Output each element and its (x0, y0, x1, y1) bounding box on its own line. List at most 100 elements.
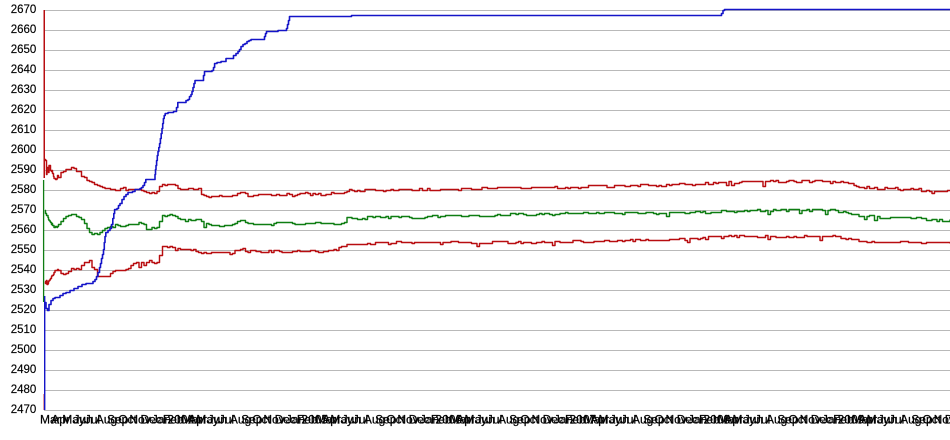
svg-text:Feb: Feb (699, 413, 720, 427)
svg-text:2008: 2008 (704, 413, 731, 427)
svg-text:2520: 2520 (11, 304, 37, 316)
svg-text:Jul: Jul (889, 413, 904, 427)
svg-text:2560: 2560 (11, 224, 37, 236)
svg-text:Jan: Jan (420, 413, 439, 427)
svg-text:Aug: Aug (230, 413, 251, 427)
svg-text:Mar: Mar (40, 413, 61, 427)
svg-text:Feb: Feb (163, 413, 184, 427)
svg-text:Mar: Mar (584, 413, 605, 427)
svg-text:Feb: Feb (833, 413, 854, 427)
svg-text:Jan: Jan (554, 413, 573, 427)
svg-text:Jul: Jul (353, 413, 368, 427)
svg-text:Sep: Sep (777, 413, 799, 427)
svg-text:2640: 2640 (11, 64, 37, 76)
svg-text:Sep: Sep (509, 413, 531, 427)
svg-text:Aug: Aug (632, 413, 653, 427)
svg-text:2570: 2570 (11, 204, 37, 216)
svg-text:Aug: Aug (900, 413, 921, 427)
svg-text:2004: 2004 (167, 413, 194, 427)
svg-text:Oct: Oct (252, 413, 271, 427)
svg-text:Feb: Feb (297, 413, 318, 427)
svg-text:Jun: Jun (878, 413, 897, 427)
svg-text:May: May (330, 413, 353, 427)
svg-text:Oct: Oct (922, 413, 941, 427)
svg-text:Jun: Jun (476, 413, 495, 427)
svg-text:Jul: Jul (755, 413, 770, 427)
svg-text:Dec: Dec (543, 413, 564, 427)
svg-text:Dec: Dec (409, 413, 430, 427)
svg-text:Mar: Mar (316, 413, 337, 427)
svg-text:Nov: Nov (666, 413, 687, 427)
svg-text:2500: 2500 (11, 344, 37, 356)
svg-text:2580: 2580 (11, 184, 37, 196)
svg-text:Nov: Nov (397, 413, 418, 427)
svg-text:May: May (867, 413, 890, 427)
svg-text:Mar: Mar (182, 413, 203, 427)
svg-text:2630: 2630 (11, 84, 37, 96)
svg-text:Apr: Apr (322, 413, 341, 427)
svg-text:Sep: Sep (643, 413, 665, 427)
svg-text:Dec: Dec (811, 413, 832, 427)
svg-text:2480: 2480 (11, 384, 37, 396)
svg-text:2009: 2009 (838, 413, 865, 427)
svg-text:Sep: Sep (107, 413, 129, 427)
svg-text:Jul: Jul (621, 413, 636, 427)
svg-text:Mar: Mar (718, 413, 739, 427)
svg-text:Jul: Jul (487, 413, 502, 427)
svg-text:May: May (733, 413, 756, 427)
svg-text:2670: 2670 (11, 4, 37, 16)
svg-text:Aug: Aug (498, 413, 519, 427)
svg-text:Jan: Jan (688, 413, 707, 427)
svg-text:Apr: Apr (858, 413, 877, 427)
svg-text:2590: 2590 (11, 164, 37, 176)
svg-text:Nov: Nov (934, 413, 950, 427)
svg-text:Dec: Dec (141, 413, 162, 427)
svg-text:2600: 2600 (11, 144, 37, 156)
svg-text:Oct: Oct (654, 413, 673, 427)
svg-text:Jan: Jan (822, 413, 841, 427)
svg-text:Mar: Mar (450, 413, 471, 427)
svg-text:Sep: Sep (911, 413, 933, 427)
svg-text:Feb: Feb (431, 413, 452, 427)
svg-text:2470: 2470 (11, 404, 37, 416)
svg-text:May: May (196, 413, 219, 427)
svg-text:Dec: Dec (677, 413, 698, 427)
svg-text:Feb: Feb (565, 413, 586, 427)
svg-text:2510: 2510 (11, 324, 37, 336)
svg-text:Apr: Apr (590, 413, 609, 427)
svg-text:2660: 2660 (11, 24, 37, 36)
svg-text:Apr: Apr (456, 413, 475, 427)
svg-text:May: May (465, 413, 488, 427)
svg-text:Dec: Dec (945, 413, 950, 427)
svg-text:2550: 2550 (11, 244, 37, 256)
svg-text:Sep: Sep (241, 413, 263, 427)
svg-text:Jun: Jun (610, 413, 629, 427)
svg-text:2530: 2530 (11, 284, 37, 296)
svg-text:Aug: Aug (766, 413, 787, 427)
svg-text:Apr: Apr (51, 413, 70, 427)
svg-text:Apr: Apr (724, 413, 743, 427)
svg-text:Jun: Jun (74, 413, 93, 427)
svg-text:2006: 2006 (435, 413, 462, 427)
svg-text:2490: 2490 (11, 364, 37, 376)
svg-text:2610: 2610 (11, 124, 37, 136)
svg-text:Oct: Oct (118, 413, 137, 427)
svg-text:Jan: Jan (286, 413, 305, 427)
svg-text:Oct: Oct (788, 413, 807, 427)
svg-text:Nov: Nov (263, 413, 284, 427)
svg-text:Jul: Jul (219, 413, 234, 427)
svg-text:Jun: Jun (208, 413, 227, 427)
svg-text:2540: 2540 (11, 264, 37, 276)
svg-text:Aug: Aug (96, 413, 117, 427)
svg-text:2650: 2650 (11, 44, 37, 56)
svg-text:2005: 2005 (301, 413, 328, 427)
svg-text:Dec: Dec (275, 413, 296, 427)
svg-text:May: May (599, 413, 622, 427)
svg-text:Nov: Nov (532, 413, 553, 427)
svg-text:Apr: Apr (188, 413, 207, 427)
svg-text:Nov: Nov (800, 413, 821, 427)
svg-text:2620: 2620 (11, 104, 37, 116)
svg-text:Sep: Sep (375, 413, 397, 427)
svg-text:Nov: Nov (129, 413, 150, 427)
svg-text:Aug: Aug (364, 413, 385, 427)
